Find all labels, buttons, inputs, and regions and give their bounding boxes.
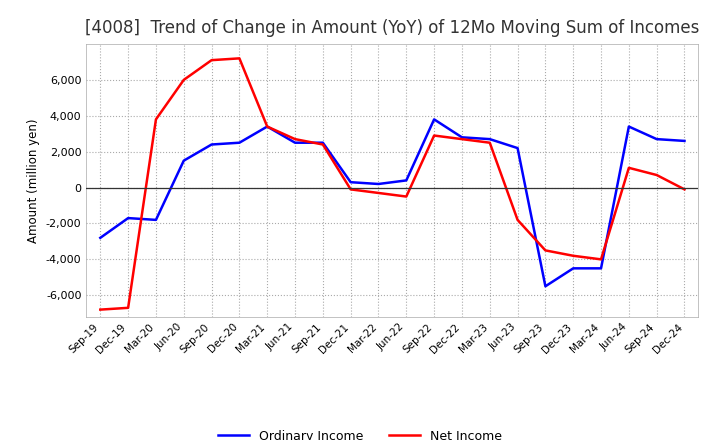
Ordinary Income	[680, 138, 689, 143]
Net Income	[124, 305, 132, 311]
Ordinary Income	[597, 266, 606, 271]
Net Income	[235, 56, 243, 61]
Ordinary Income	[624, 124, 633, 129]
Net Income	[402, 194, 410, 199]
Ordinary Income	[291, 140, 300, 145]
Ordinary Income	[318, 140, 327, 145]
Net Income	[485, 140, 494, 145]
Net Income	[263, 124, 271, 129]
Net Income	[597, 257, 606, 262]
Net Income	[541, 248, 550, 253]
Net Income	[96, 307, 104, 312]
Title: [4008]  Trend of Change in Amount (YoY) of 12Mo Moving Sum of Incomes: [4008] Trend of Change in Amount (YoY) o…	[85, 19, 700, 37]
Ordinary Income	[96, 235, 104, 241]
Net Income	[430, 133, 438, 138]
Legend: Ordinary Income, Net Income: Ordinary Income, Net Income	[218, 429, 502, 440]
Net Income	[346, 187, 355, 192]
Ordinary Income	[652, 136, 661, 142]
Net Income	[569, 253, 577, 258]
Ordinary Income	[485, 136, 494, 142]
Y-axis label: Amount (million yen): Amount (million yen)	[27, 118, 40, 242]
Line: Net Income: Net Income	[100, 59, 685, 310]
Ordinary Income	[152, 217, 161, 223]
Net Income	[207, 58, 216, 63]
Ordinary Income	[263, 124, 271, 129]
Net Income	[179, 77, 188, 83]
Ordinary Income	[569, 266, 577, 271]
Net Income	[152, 117, 161, 122]
Ordinary Income	[541, 284, 550, 289]
Ordinary Income	[124, 216, 132, 221]
Net Income	[374, 191, 383, 196]
Ordinary Income	[179, 158, 188, 163]
Ordinary Income	[346, 180, 355, 185]
Ordinary Income	[402, 178, 410, 183]
Ordinary Income	[235, 140, 243, 145]
Net Income	[652, 172, 661, 178]
Ordinary Income	[374, 181, 383, 187]
Net Income	[458, 136, 467, 142]
Ordinary Income	[458, 135, 467, 140]
Ordinary Income	[207, 142, 216, 147]
Net Income	[318, 142, 327, 147]
Net Income	[513, 217, 522, 223]
Net Income	[680, 187, 689, 192]
Ordinary Income	[430, 117, 438, 122]
Ordinary Income	[513, 146, 522, 151]
Net Income	[291, 136, 300, 142]
Net Income	[624, 165, 633, 170]
Line: Ordinary Income: Ordinary Income	[100, 119, 685, 286]
